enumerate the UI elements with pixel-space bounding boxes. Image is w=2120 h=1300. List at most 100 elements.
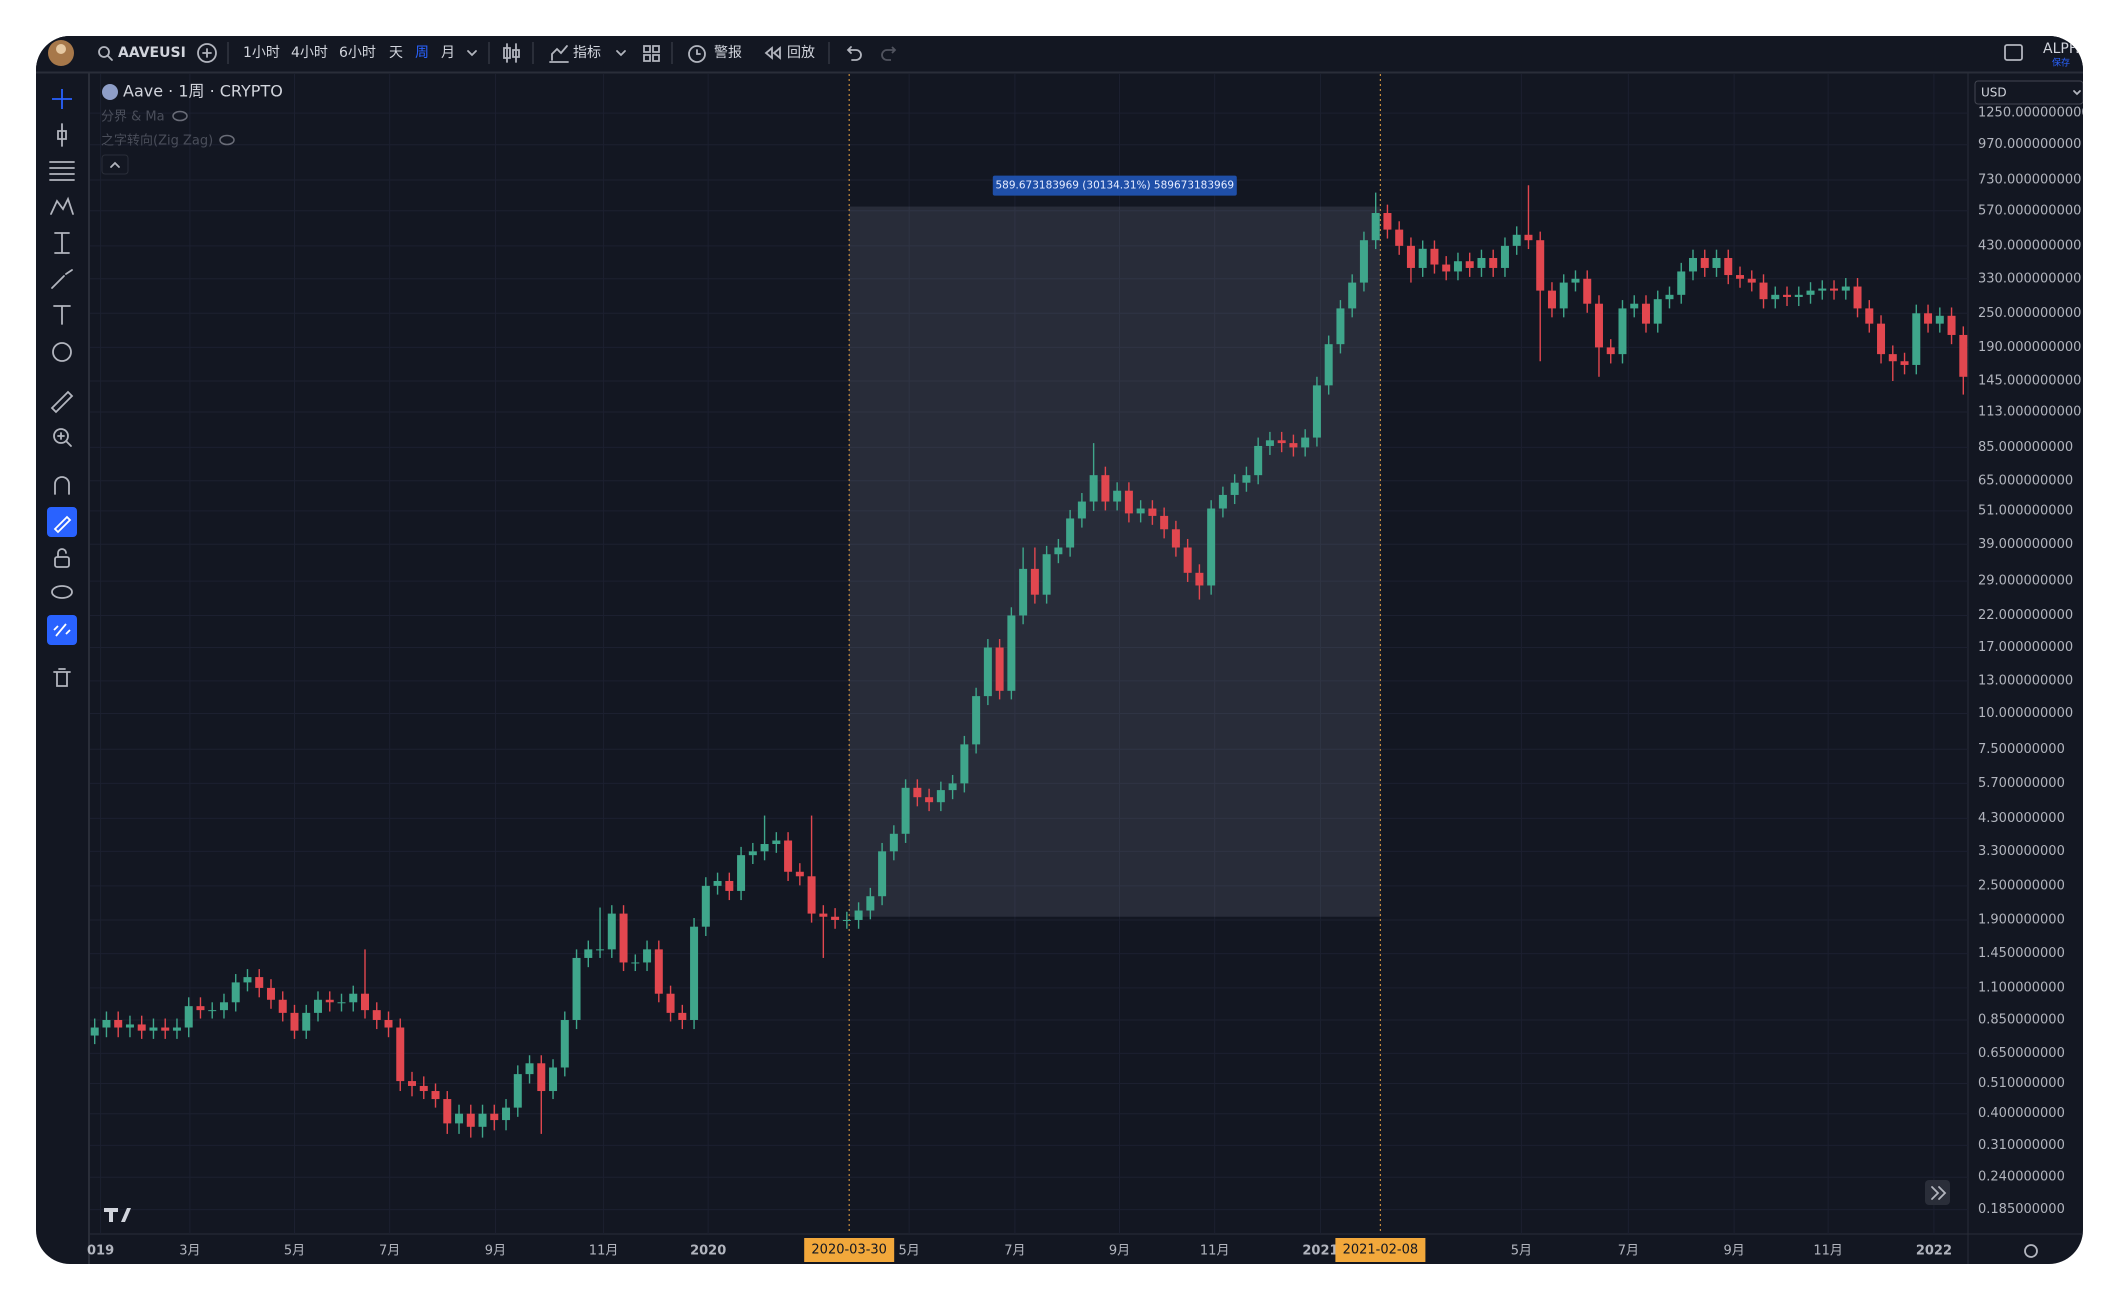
add-symbol-plus: [202, 48, 212, 58]
trend-tool[interactable]: [57, 123, 67, 147]
alert-icon[interactable]: [688, 45, 706, 63]
candle-body: [1489, 257, 1498, 268]
account-name[interactable]: ALPH: [2043, 41, 2079, 57]
brush-tool[interactable]: [51, 269, 73, 289]
indicator-label[interactable]: 之字转向(Zig Zag): [101, 133, 213, 149]
candle-body: [1712, 257, 1721, 268]
candle-body: [1160, 515, 1169, 530]
hide-tool[interactable]: [51, 585, 73, 599]
y-tick-label: 0.510000000: [1978, 1076, 2065, 1091]
measure-label: 589.673183969 (30134.31%) 589673183969: [995, 180, 1234, 192]
undo-icon[interactable]: [846, 46, 862, 61]
indicators-button[interactable]: 指标: [573, 45, 601, 61]
indicator-hidden-icon[interactable]: [172, 110, 188, 122]
candle-body: [1218, 494, 1227, 509]
lock-tool[interactable]: [54, 556, 70, 568]
interval-dropdown[interactable]: [467, 50, 477, 57]
delete-tool[interactable]: [53, 668, 71, 687]
interval-button[interactable]: 天: [389, 45, 403, 61]
tradingview-logo[interactable]: [104, 1208, 131, 1222]
candle-body: [1089, 475, 1098, 502]
add-symbol[interactable]: [197, 43, 217, 63]
x-tick-label: 11月: [589, 1244, 619, 1259]
candle-body: [1453, 261, 1462, 272]
candle-body: [1594, 303, 1603, 348]
measure-label-box: [992, 175, 1237, 196]
interval-button[interactable]: 6小时: [339, 45, 376, 61]
candle-body: [1559, 282, 1568, 309]
candle-body: [184, 1006, 193, 1028]
candle-body: [784, 840, 793, 872]
candle-body: [1242, 475, 1251, 483]
y-tick-label: 5.700000000: [1978, 776, 2065, 791]
search-icon-handle: [107, 55, 113, 61]
candle-body: [502, 1107, 511, 1121]
candle-body: [1606, 347, 1615, 355]
y-tick-label: 13.000000000: [1978, 673, 2073, 688]
candle-body: [1371, 213, 1380, 241]
crosshair-tool[interactable]: [52, 89, 72, 109]
indicator-label[interactable]: 分界 & Ma: [101, 110, 165, 125]
indicators-dropdown[interactable]: [616, 50, 626, 57]
candle-body: [490, 1113, 499, 1121]
candle-body: [1312, 385, 1321, 438]
candle-body: [1688, 257, 1697, 272]
pattern-tool[interactable]: [50, 196, 74, 215]
candle-body: [1888, 354, 1897, 362]
layout-icon[interactable]: [643, 45, 660, 62]
ruler-tool[interactable]: [50, 390, 74, 414]
zoom-icon: [57, 432, 72, 447]
indicator-hidden-icon[interactable]: [219, 134, 235, 146]
candle-body: [1477, 257, 1486, 268]
candle-body: [1101, 475, 1110, 502]
avatar-face: [56, 44, 66, 54]
replay-button[interactable]: 回放: [787, 45, 815, 61]
alert-button[interactable]: 警报: [714, 45, 742, 61]
fib-tool[interactable]: [49, 161, 75, 181]
candle-body: [983, 647, 992, 697]
interval-button[interactable]: 4小时: [291, 45, 328, 61]
candle-body: [737, 855, 746, 891]
date-marker-label: 2020-03-30: [811, 1243, 887, 1258]
save-label[interactable]: 保存: [2052, 57, 2070, 69]
candle-body: [325, 999, 334, 1003]
candle-body: [549, 1067, 558, 1092]
y-tick-label: 17.000000000: [1978, 640, 2073, 655]
candle-body: [243, 977, 252, 983]
currency-selector[interactable]: [1974, 80, 2083, 105]
candle-body: [701, 885, 710, 927]
candle-body: [1007, 615, 1016, 691]
search-icon[interactable]: [98, 46, 110, 58]
candle-body: [1924, 313, 1933, 324]
interval-button[interactable]: 周: [415, 45, 429, 61]
candle-body: [1124, 490, 1133, 514]
interval-button[interactable]: 1小时: [243, 45, 280, 61]
fullscreen-icon[interactable]: [2004, 44, 2023, 61]
candle-body: [1230, 482, 1239, 495]
emoji-tool[interactable]: [52, 342, 72, 362]
candle-body: [384, 1019, 393, 1028]
y-tick-label: 65.000000000: [1978, 473, 2073, 488]
text-tool[interactable]: [53, 305, 71, 325]
projection-tool[interactable]: [54, 232, 70, 254]
candle-body: [1783, 294, 1792, 297]
legend-collapse[interactable]: [101, 154, 129, 175]
candle-body: [1771, 294, 1780, 300]
currency-label[interactable]: USD: [1981, 86, 2007, 100]
symbol[interactable]: AAVEUSI: [118, 45, 186, 61]
chart-style-icon[interactable]: [503, 43, 520, 63]
candle-body: [196, 1006, 205, 1011]
candle-body: [396, 1027, 405, 1082]
redo-icon[interactable]: [881, 46, 897, 61]
candle-body: [1947, 315, 1956, 335]
candle-body: [1277, 440, 1286, 444]
zoom-tool[interactable]: [53, 428, 69, 444]
indicators-icon[interactable]: [549, 45, 569, 63]
replay-icon[interactable]: [764, 46, 781, 60]
candle-body: [125, 1024, 134, 1028]
settings-icon[interactable]: [2024, 1244, 2038, 1258]
candle-body: [713, 880, 722, 886]
interval-button[interactable]: 月: [441, 45, 455, 61]
candle-body: [1959, 334, 1968, 377]
magnet-tool[interactable]: [54, 476, 70, 495]
